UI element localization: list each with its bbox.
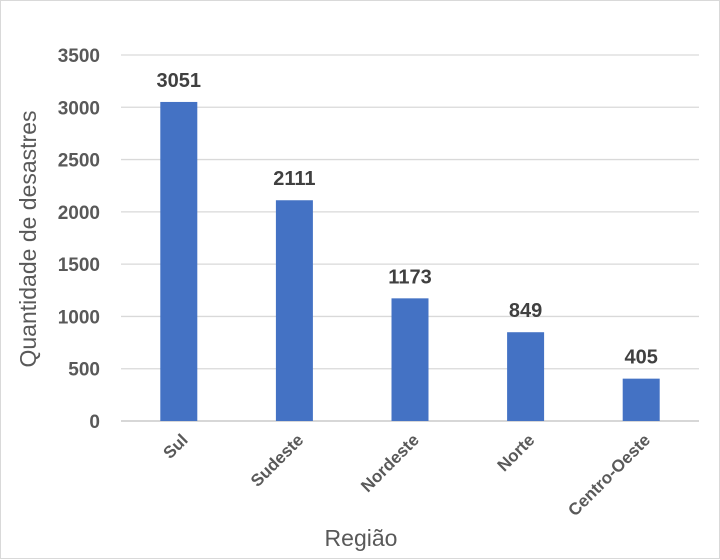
y-axis-title: Quantidade de desastres [15, 110, 41, 367]
y-tick-label: 500 [68, 360, 100, 381]
bar [275, 200, 313, 421]
x-tick-label: Sul [159, 430, 191, 462]
y-axis-ticks: 0 500 1000 1500 2000 2500 3000 3500 [58, 46, 100, 433]
data-label: 405 [625, 347, 658, 369]
y-tick-label: 1000 [58, 307, 100, 328]
data-labels: 3051 2111 1173 849 405 [157, 70, 658, 369]
x-tick-label: Norte [494, 430, 539, 475]
x-tick-label: Centro-Oeste [564, 430, 654, 520]
data-label: 2111 [273, 168, 315, 190]
data-label: 1173 [388, 266, 431, 288]
y-tick-label: 0 [89, 412, 100, 433]
data-label: 3051 [157, 70, 202, 92]
data-label: 849 [509, 300, 542, 322]
x-axis-ticks: Sul Sudeste Nordeste Norte Centro-Oeste [159, 430, 654, 520]
bar [507, 332, 545, 421]
y-tick-label: 3000 [58, 98, 100, 119]
y-tick-label: 3500 [58, 46, 100, 67]
x-tick-label: Sudeste [247, 430, 307, 490]
y-tick-label: 2000 [58, 203, 100, 224]
bar [160, 101, 198, 421]
x-axis-title: Região [325, 525, 398, 551]
bars [160, 101, 660, 421]
y-tick-label: 1500 [58, 255, 100, 276]
bar [391, 298, 429, 421]
y-tick-label: 2500 [58, 151, 100, 172]
x-tick-label: Nordeste [357, 430, 423, 496]
bar [622, 378, 660, 421]
